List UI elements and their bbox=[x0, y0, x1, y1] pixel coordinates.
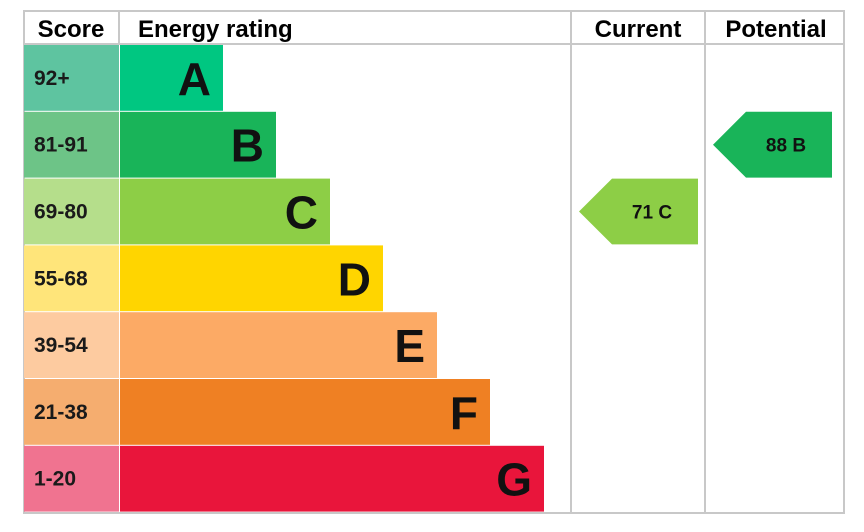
band-a: 92+ A bbox=[24, 45, 223, 111]
current-rating-marker: 71 C bbox=[579, 178, 698, 245]
rating-bar-c bbox=[120, 178, 330, 245]
rating-bands: 92+ A 81-91 B 69-80 C 55-68 D 39-54 E 21-38 F 1-20 G bbox=[24, 45, 544, 512]
rating-letter-g: G bbox=[496, 454, 532, 506]
score-cell-f bbox=[24, 379, 119, 445]
header-energy-rating: Energy rating bbox=[138, 16, 293, 43]
current-rating-marker-label: 71 C bbox=[632, 203, 672, 224]
rating-bar-e bbox=[120, 312, 437, 378]
rating-bar-g bbox=[120, 445, 544, 512]
score-cell-a bbox=[24, 45, 119, 111]
band-d: 55-68 D bbox=[24, 245, 383, 312]
rating-letter-d: D bbox=[338, 253, 371, 305]
score-range-a: 92+ bbox=[34, 67, 70, 90]
score-cell-b bbox=[24, 111, 119, 178]
band-g: 1-20 G bbox=[24, 445, 544, 512]
current-rating-marker-arrow bbox=[579, 178, 698, 245]
rating-letter-c: C bbox=[285, 187, 318, 239]
rating-letter-e: E bbox=[394, 320, 425, 372]
band-c: 69-80 C bbox=[24, 178, 330, 245]
header-current: Current bbox=[595, 16, 682, 43]
header-potential: Potential bbox=[725, 16, 826, 43]
rating-letter-a: A bbox=[178, 53, 211, 105]
rating-bar-f bbox=[120, 379, 490, 445]
score-cell-e bbox=[24, 312, 119, 378]
potential-rating-marker-arrow bbox=[713, 111, 832, 178]
score-cell-g bbox=[24, 445, 119, 512]
potential-rating-marker: 88 B bbox=[713, 111, 832, 178]
score-cell-d bbox=[24, 245, 119, 312]
rating-bar-a bbox=[120, 45, 223, 111]
rating-bar-b bbox=[120, 111, 276, 178]
band-b: 81-91 B bbox=[24, 111, 276, 178]
score-range-f: 21-38 bbox=[34, 401, 88, 424]
band-f: 21-38 F bbox=[24, 379, 490, 445]
rating-letter-b: B bbox=[231, 120, 264, 172]
band-e: 39-54 E bbox=[24, 312, 437, 378]
score-range-g: 1-20 bbox=[34, 468, 76, 491]
score-range-b: 81-91 bbox=[34, 134, 88, 157]
rating-markers: 71 C 88 B bbox=[579, 111, 832, 245]
potential-rating-marker-label: 88 B bbox=[766, 136, 806, 157]
rating-letter-f: F bbox=[450, 387, 478, 439]
score-cell-c bbox=[24, 178, 119, 245]
score-range-d: 55-68 bbox=[34, 267, 88, 290]
rating-bar-d bbox=[120, 245, 383, 312]
score-range-c: 69-80 bbox=[34, 201, 88, 224]
score-range-e: 39-54 bbox=[34, 334, 88, 357]
header-score: Score bbox=[38, 16, 105, 43]
